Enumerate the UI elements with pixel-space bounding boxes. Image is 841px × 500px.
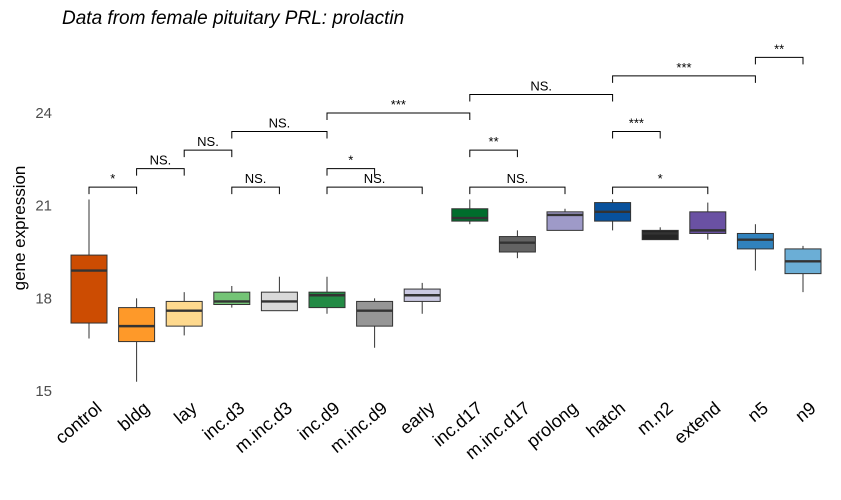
box-prolong: [546, 208, 584, 231]
x-tick-label: n9: [791, 398, 819, 426]
y-axis-label: gene expression: [10, 166, 29, 291]
box-body: [70, 254, 108, 324]
box-body: [165, 300, 203, 327]
bracket-lay-inc.d3: NS.: [183, 134, 233, 158]
box-body: [736, 232, 774, 250]
x-tick-label: prolong: [523, 398, 582, 452]
y-tick-label: 15: [35, 383, 52, 400]
bracket-line: [612, 186, 709, 195]
bracket-label: ***: [391, 97, 406, 112]
y-tick-label: 24: [35, 105, 52, 122]
bracket-inc.d17-prolong: NS.: [469, 171, 566, 195]
bracket-label: **: [489, 134, 499, 149]
box-body: [356, 300, 394, 327]
bracket-label: NS.: [364, 171, 386, 186]
bracket-label: *: [658, 171, 663, 186]
box-m.inc.d3: [260, 276, 298, 312]
box-m.inc.d17: [498, 230, 536, 259]
box-m.inc.d9: [356, 298, 394, 348]
bracket-line: [136, 168, 185, 176]
bracket-label: *: [348, 153, 353, 168]
y-tick-label: 18: [35, 290, 52, 307]
box-inc.d3: [213, 285, 251, 308]
box-n9: [784, 245, 822, 293]
bracket-label: *: [110, 171, 115, 186]
bracket-inc.d17-m.inc.d17: **: [469, 134, 518, 158]
bracket-n5-n9: **: [754, 41, 804, 65]
bracket-label: **: [774, 41, 784, 56]
y-tick-label: 21: [35, 198, 52, 215]
y-axis-ticks: 15 18 21 24: [35, 105, 52, 400]
bracket-label: ***: [629, 116, 644, 131]
bracket-hatch-m.n2: ***: [612, 116, 661, 139]
bracket-inc.d9-early: NS.: [326, 171, 423, 195]
bracket-inc.d9-inc.d17: ***: [326, 97, 471, 120]
bracket-line: [88, 186, 138, 195]
box-body: [641, 229, 679, 241]
chart-title: Data from female pituitary PRL: prolacti…: [62, 8, 404, 29]
bracket-control-bldg: *: [88, 171, 138, 195]
x-tick-label: extend: [670, 398, 724, 448]
box-lay: [165, 292, 203, 336]
bracket-line: [469, 149, 518, 158]
box-m.n2: [641, 227, 679, 241]
x-tick-label: lay: [170, 398, 200, 428]
x-tick-label: control: [51, 398, 105, 448]
bracket-label: NS.: [245, 171, 267, 186]
box-body: [546, 211, 584, 231]
box-control: [70, 199, 108, 339]
bracket-inc.d3-m.inc.d3: NS.: [231, 171, 280, 195]
bracket-bldg-lay: NS.: [136, 153, 185, 176]
box-body: [689, 211, 727, 234]
bracket-line: [183, 149, 233, 158]
box-body: [118, 307, 156, 343]
x-tick-label: n5: [744, 398, 772, 426]
bracket-line: [326, 112, 471, 120]
box-early: [403, 282, 441, 314]
box-inc.d9: [308, 276, 346, 314]
significance-brackets: *NS.NS.NS.NS.*NS.*****NS.NS.*********: [88, 41, 804, 195]
box-body: [498, 236, 536, 253]
box-bldg: [118, 298, 156, 382]
bracket-line: [612, 75, 756, 83]
box-hatch: [594, 199, 632, 231]
box-extend: [689, 202, 727, 240]
box-n5: [736, 224, 774, 271]
bracket-inc.d9-m.inc.d9: *: [326, 153, 376, 176]
bracket-line: [326, 186, 423, 195]
bracket-label: NS.: [269, 116, 291, 131]
box-inc.d17: [451, 199, 489, 225]
bracket-label: NS.: [197, 134, 219, 149]
bracket-line: [231, 131, 328, 139]
x-tick-label: hatch: [583, 398, 630, 442]
bracket-inc.d17-hatch: NS.: [469, 78, 614, 102]
bracket-inc.d3-inc.d9: NS.: [231, 116, 328, 139]
bracket-line: [231, 186, 280, 195]
bracket-label: NS.: [530, 78, 552, 93]
box-body: [213, 291, 251, 306]
x-axis-ticks: control bldg layinc.d3m.inc.d3inc.d9m.inc.…: [51, 398, 819, 463]
bracket-line: [326, 168, 376, 176]
box-body: [451, 208, 489, 222]
bracket-label: ***: [676, 60, 691, 75]
bracket-line: [469, 93, 614, 102]
x-tick-label: bldg: [114, 398, 153, 435]
bracket-line: [612, 131, 661, 139]
bracket-line: [754, 56, 804, 65]
bracket-label: NS.: [507, 171, 529, 186]
bracket-hatch-n5: ***: [612, 60, 756, 83]
bracket-hatch-extend: *: [612, 171, 709, 195]
bracket-label: NS.: [150, 153, 172, 168]
box-series: [70, 199, 822, 382]
bracket-line: [469, 186, 566, 195]
